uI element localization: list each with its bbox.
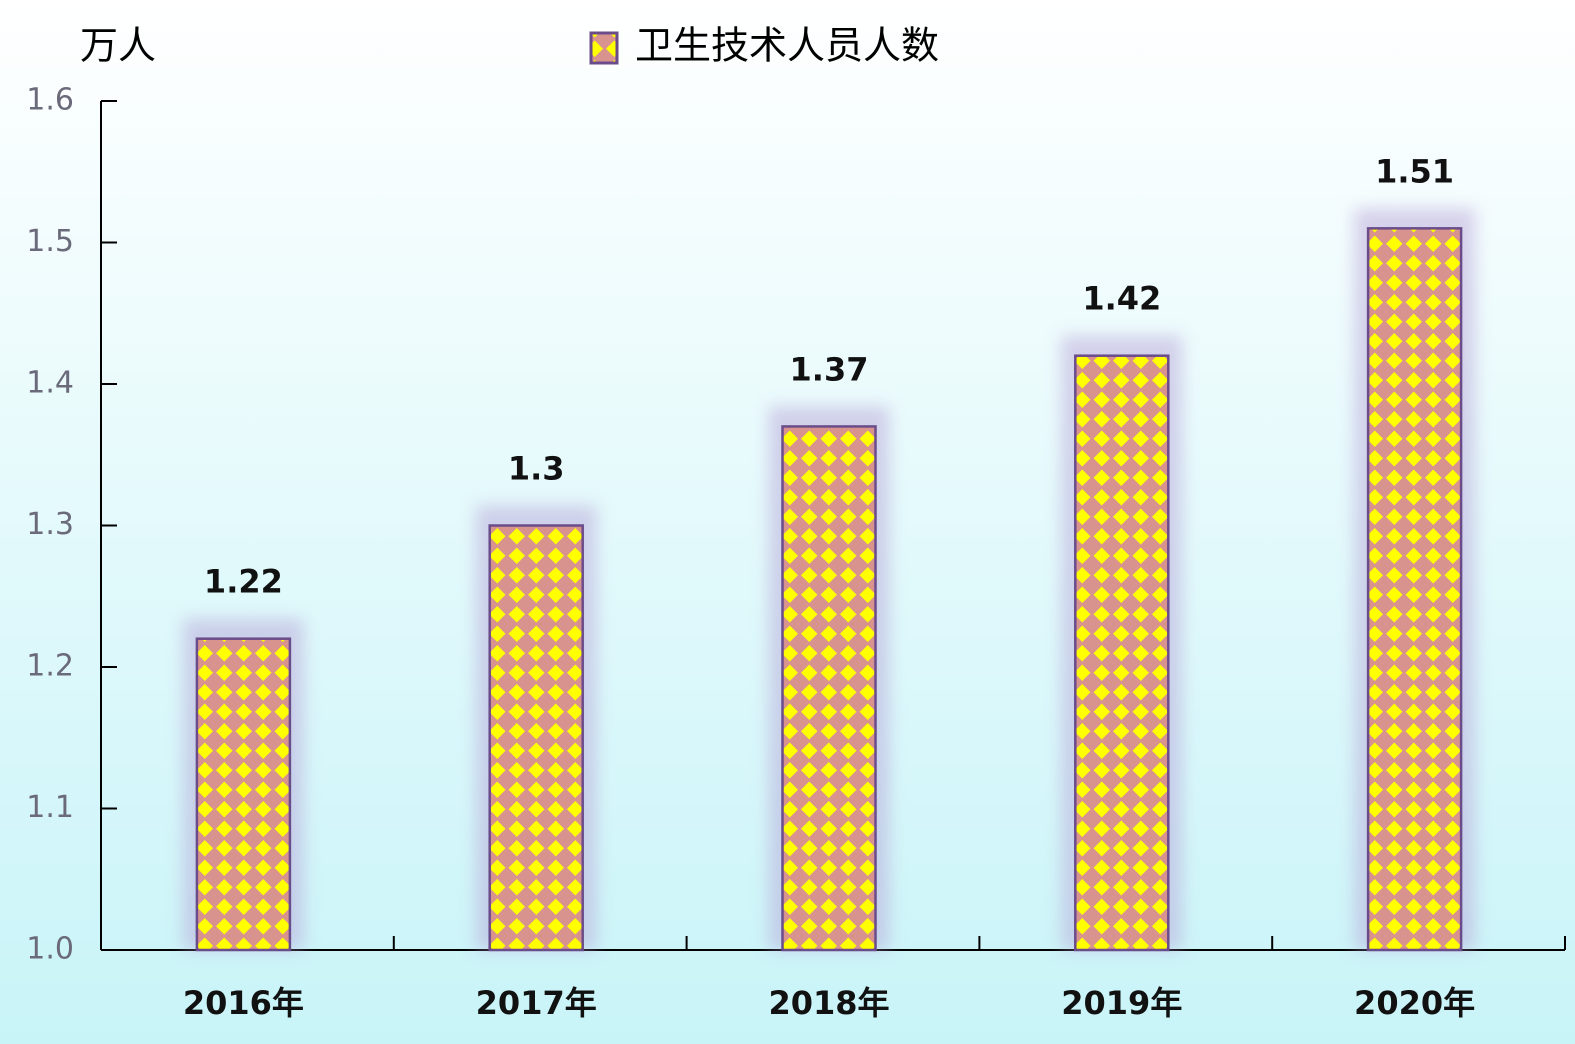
y-tick-label: 1.5 <box>26 224 74 259</box>
bar <box>1366 227 1463 952</box>
x-tick-label: 2018年 <box>768 984 889 1022</box>
value-label: 1.22 <box>204 563 283 601</box>
bar <box>1074 354 1170 952</box>
legend-swatch <box>589 31 619 65</box>
x-tick-label: 2017年 <box>476 984 597 1022</box>
x-tick-label: 2019年 <box>1061 984 1182 1022</box>
value-label: 1.42 <box>1082 280 1161 318</box>
bar <box>195 637 292 952</box>
y-tick-label: 1.0 <box>26 932 74 967</box>
y-tick-label: 1.6 <box>26 83 74 118</box>
bar <box>488 524 584 952</box>
legend-label: 卫生技术人员人数 <box>635 24 939 68</box>
y-tick-label: 1.4 <box>26 366 74 401</box>
y-tick-label: 1.2 <box>26 649 74 684</box>
y-tick-label: 1.1 <box>26 790 74 825</box>
x-tick-label: 2016年 <box>183 984 304 1022</box>
x-tick-label: 2020年 <box>1354 984 1475 1022</box>
y-tick-label: 1.3 <box>26 507 74 542</box>
value-label: 1.51 <box>1375 152 1454 190</box>
value-label: 1.37 <box>790 350 869 388</box>
bar <box>781 425 877 952</box>
y-axis-label: 万人 <box>80 24 156 68</box>
value-label: 1.3 <box>508 450 565 488</box>
